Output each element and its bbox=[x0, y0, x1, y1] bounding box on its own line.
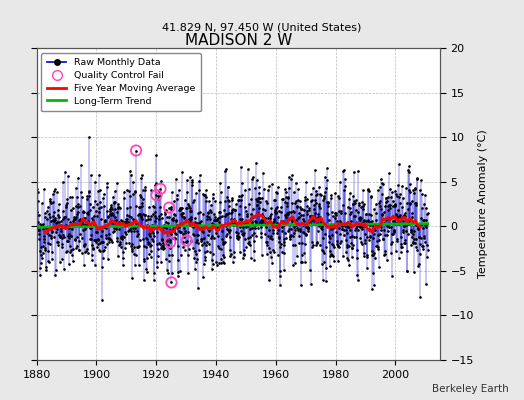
Point bbox=[182, 237, 191, 244]
Point bbox=[165, 204, 173, 211]
Point bbox=[156, 186, 165, 192]
Point bbox=[167, 279, 176, 286]
Point bbox=[166, 239, 174, 246]
Title: MADISON 2 W: MADISON 2 W bbox=[185, 33, 292, 48]
Text: Berkeley Earth: Berkeley Earth bbox=[432, 384, 508, 394]
Y-axis label: Temperature Anomaly (°C): Temperature Anomaly (°C) bbox=[478, 130, 488, 278]
Text: 41.829 N, 97.450 W (United States): 41.829 N, 97.450 W (United States) bbox=[162, 22, 362, 32]
Legend: Raw Monthly Data, Quality Control Fail, Five Year Moving Average, Long-Term Tren: Raw Monthly Data, Quality Control Fail, … bbox=[41, 53, 201, 111]
Point bbox=[152, 192, 161, 198]
Point bbox=[132, 147, 140, 154]
